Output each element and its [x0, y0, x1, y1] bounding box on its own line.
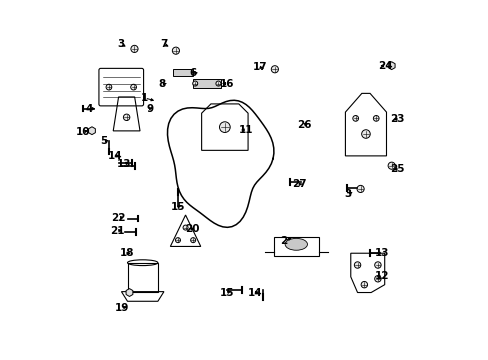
Text: 25: 25: [389, 164, 404, 174]
Text: 14: 14: [108, 151, 122, 161]
Text: 21: 21: [109, 226, 124, 236]
Text: 5: 5: [100, 136, 107, 146]
Circle shape: [216, 81, 221, 86]
Circle shape: [271, 66, 278, 73]
Text: 3: 3: [344, 189, 351, 199]
Text: 3: 3: [118, 39, 124, 49]
Bar: [192, 79, 221, 88]
Text: 6: 6: [189, 68, 196, 78]
Text: 7: 7: [160, 39, 167, 49]
Text: 8: 8: [159, 78, 165, 89]
Ellipse shape: [285, 238, 307, 250]
Circle shape: [352, 116, 358, 121]
Text: 24: 24: [378, 61, 392, 71]
Circle shape: [356, 185, 364, 193]
Circle shape: [374, 275, 380, 282]
Text: 20: 20: [185, 224, 200, 234]
Text: 13: 13: [116, 159, 131, 169]
Text: 4: 4: [85, 104, 93, 113]
Text: 11: 11: [239, 125, 253, 135]
Circle shape: [123, 114, 130, 121]
Text: 15: 15: [219, 288, 233, 297]
Text: 19: 19: [115, 303, 129, 313]
Circle shape: [354, 262, 360, 268]
Text: 18: 18: [119, 248, 134, 258]
Circle shape: [106, 84, 112, 90]
Circle shape: [387, 162, 394, 169]
Text: 13: 13: [374, 248, 388, 258]
Circle shape: [183, 225, 188, 230]
Circle shape: [172, 47, 179, 54]
Text: 22: 22: [111, 212, 126, 222]
Bar: [273, 237, 318, 256]
Polygon shape: [387, 62, 394, 69]
Text: 9: 9: [146, 104, 153, 113]
Circle shape: [131, 45, 138, 53]
Text: 14: 14: [247, 288, 262, 297]
Text: 23: 23: [389, 114, 404, 124]
Bar: [127, 263, 158, 292]
Circle shape: [219, 122, 230, 132]
Text: 1: 1: [141, 93, 148, 103]
Bar: [173, 68, 192, 76]
Text: 27: 27: [292, 179, 306, 189]
Polygon shape: [88, 127, 95, 135]
Circle shape: [374, 262, 380, 268]
Circle shape: [192, 81, 197, 86]
Text: 10: 10: [76, 127, 90, 137]
Circle shape: [361, 130, 369, 138]
Text: 15: 15: [171, 202, 185, 212]
Text: 2: 2: [280, 236, 287, 246]
Text: 16: 16: [219, 78, 233, 89]
Circle shape: [130, 84, 136, 90]
Text: 17: 17: [253, 63, 267, 72]
Circle shape: [361, 282, 367, 288]
Text: 26: 26: [297, 120, 311, 130]
Circle shape: [373, 116, 378, 121]
Circle shape: [175, 238, 180, 243]
Polygon shape: [126, 289, 133, 296]
Text: 12: 12: [374, 271, 388, 282]
Circle shape: [190, 238, 195, 243]
